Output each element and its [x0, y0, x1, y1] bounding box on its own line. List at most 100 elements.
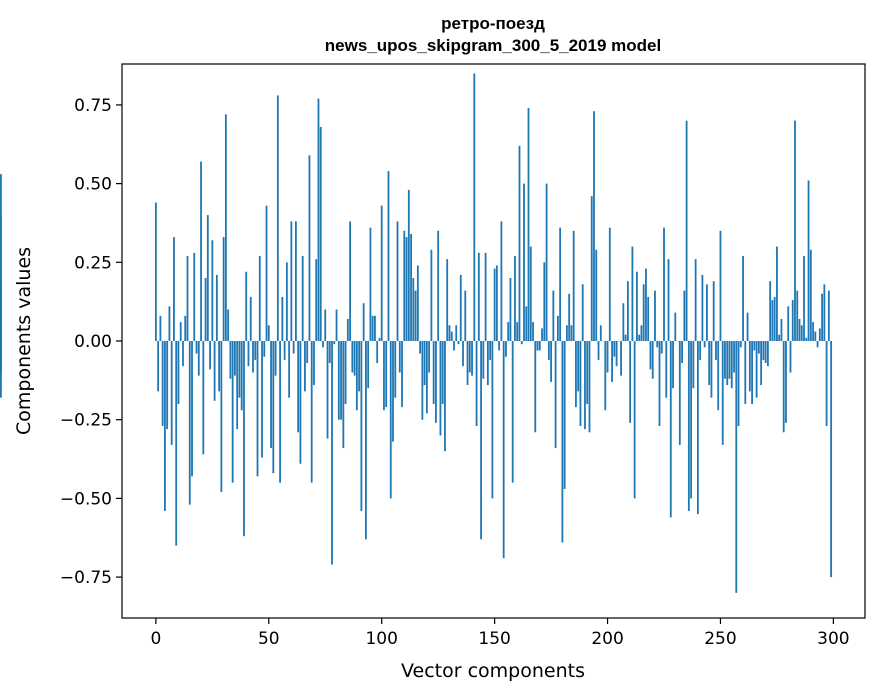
y-tick-label: −0.75 [60, 568, 112, 588]
bar-151 [495, 265, 498, 341]
bar-16 [191, 341, 193, 477]
bar-82 [340, 341, 342, 420]
bar-10 [177, 341, 180, 404]
bar-79 [333, 341, 336, 345]
bar-31 [224, 114, 227, 341]
bar-25 [211, 240, 214, 341]
bar-236 [687, 341, 690, 511]
bar-170 [538, 341, 541, 351]
bar-81 [337, 341, 340, 420]
bar-130 [448, 325, 451, 341]
bar-131 [450, 331, 453, 341]
bar-60 [290, 221, 293, 341]
bar-106 [394, 341, 397, 398]
bar-263 [748, 341, 751, 392]
bar-111 [405, 237, 408, 342]
bar-282 [791, 300, 794, 341]
bar-290 [809, 249, 812, 341]
bar-48 [263, 341, 266, 357]
bar-295 [821, 293, 823, 341]
y-tick-label: 0.75 [74, 96, 112, 116]
bar-150 [493, 268, 496, 341]
bar-123 [432, 341, 435, 404]
bar-12 [182, 341, 184, 367]
bar-227 [667, 259, 670, 341]
bar-69 [310, 341, 313, 483]
bar-155 [505, 341, 507, 357]
bar-274 [773, 296, 776, 341]
bar-287 [803, 256, 805, 341]
bar-154 [502, 341, 505, 559]
bar-28 [218, 341, 221, 392]
bar-136 [462, 341, 464, 367]
bar-44 [254, 341, 257, 360]
bar-112 [407, 189, 410, 341]
bar-92 [362, 303, 365, 341]
bar-171 [541, 328, 543, 341]
bar-77 [328, 341, 331, 364]
bar-46 [258, 256, 261, 341]
bar-38 [240, 341, 243, 411]
bar-174 [547, 341, 550, 360]
bar-218 [647, 296, 650, 341]
bar-50 [267, 325, 270, 341]
bar-293 [816, 341, 819, 348]
bar-84 [344, 341, 347, 404]
bar-49 [265, 205, 268, 341]
y-tick-label: 0.50 [74, 175, 112, 195]
bar-125 [437, 230, 440, 341]
bar-160 [516, 322, 519, 341]
bar-55 [279, 341, 281, 483]
bar-245 [708, 341, 711, 386]
bar-244 [706, 284, 708, 341]
bar-145 [482, 341, 485, 379]
bar-237 [690, 341, 693, 499]
bar-261 [744, 341, 747, 404]
bar-257 [735, 341, 738, 593]
bar-228 [669, 341, 672, 518]
bar-19 [197, 341, 200, 376]
bar-256 [733, 341, 735, 373]
bar-167 [532, 322, 534, 341]
bar-6 [168, 306, 171, 342]
bar-113 [410, 233, 412, 341]
bar-275 [776, 246, 778, 341]
bar-67 [306, 341, 309, 364]
bar-104 [389, 341, 392, 499]
bar-137 [464, 290, 467, 341]
y-axis-label: Components values [13, 247, 35, 435]
bar-260 [742, 256, 744, 341]
bars-group [0, 73, 833, 593]
bar-284 [796, 290, 799, 341]
bar-183 [568, 293, 571, 341]
bar-298 [827, 290, 830, 341]
bar-243 [703, 341, 706, 348]
bar-229 [672, 341, 674, 389]
y-axis-ticks: −0.75 −0.50 −0.25 0.00 0.25 0.50 0.75 [60, 96, 122, 588]
bar-5 [166, 341, 169, 430]
bar-58 [285, 262, 288, 341]
bar-185 [572, 230, 575, 341]
bar-51 [270, 341, 272, 449]
bar-117 [419, 341, 422, 354]
bar-180 [561, 341, 564, 543]
bar-144 [480, 341, 482, 540]
bar-220 [651, 341, 654, 379]
bar-91 [360, 341, 363, 511]
bar-100 [380, 205, 383, 341]
bar-230 [674, 312, 677, 341]
bar-246 [710, 341, 713, 398]
bar-280 [787, 306, 790, 342]
bar-201 [608, 227, 611, 341]
bar-178 [556, 315, 559, 341]
bar-240 [696, 341, 699, 515]
bar-1 [157, 341, 160, 392]
bar-7 [170, 341, 173, 445]
bar-267 [757, 341, 760, 354]
bar-71 [315, 259, 318, 341]
bar-156 [507, 322, 510, 341]
bar-148 [489, 341, 492, 360]
bar-251 [721, 341, 724, 445]
x-tick-label: 200 [591, 629, 623, 649]
bar-207 [622, 303, 625, 341]
